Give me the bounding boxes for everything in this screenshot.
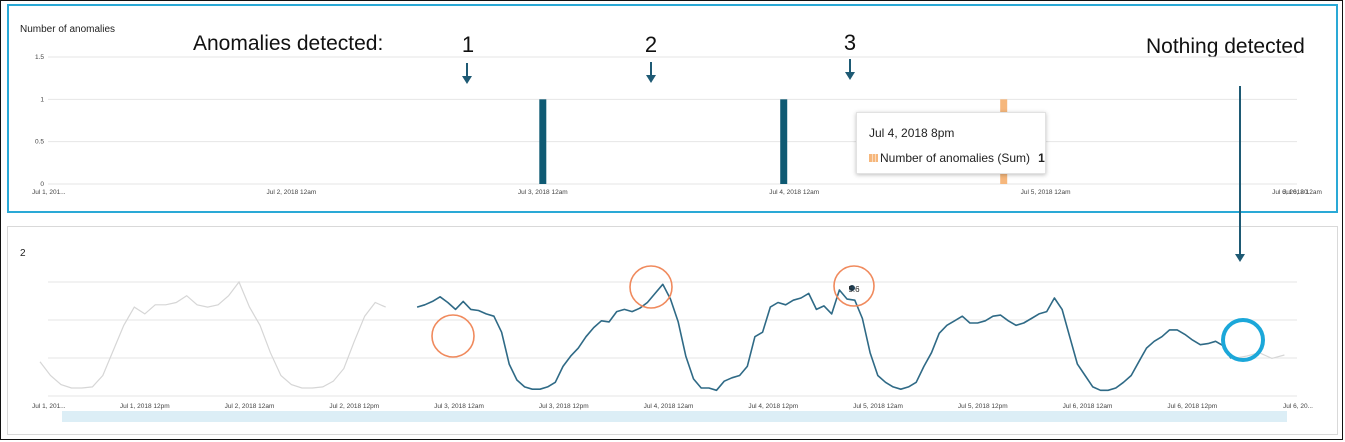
- top-x-tick-label: Jul 4, 2018 12am: [769, 189, 819, 196]
- bottom-x-tick-label: Jul 4, 2018 12pm: [748, 403, 798, 410]
- bottom-x-tick-label: Jul 5, 2018 12am: [853, 403, 903, 410]
- annotation-number-2: 2: [645, 32, 657, 57]
- annotation-number-1: 1: [462, 32, 474, 57]
- bottom-x-tick-label: Jul 6, 20...: [1283, 403, 1313, 410]
- top-y-tick-label: 0.5: [35, 139, 44, 146]
- metric-line-panel: [7, 226, 1338, 435]
- bottom-x-tick-label: Jul 3, 2018 12pm: [539, 403, 589, 410]
- no-anomaly-circle: [1221, 318, 1265, 362]
- context-line: [39, 280, 386, 389]
- anomalies-detected-heading: Anomalies detected:: [193, 32, 383, 55]
- bottom-x-tick-label: Jul 4, 2018 12am: [644, 403, 694, 410]
- bottom-x-tick-label: Jul 6, 2018 12pm: [1167, 403, 1217, 410]
- bottom-x-tick-label: Jul 2, 2018 12am: [225, 403, 275, 410]
- anomaly-circle-1: [431, 314, 475, 358]
- point-value-label: 5.6: [848, 285, 860, 294]
- top-x-tick-label: Jul 6, 20...: [1283, 189, 1313, 196]
- nothing-detected-label: Nothing detected: [1146, 35, 1305, 58]
- bottom-x-tick-label: Jul 6, 2018 12am: [1063, 403, 1113, 410]
- tooltip-date: Jul 4, 2018 8pm: [869, 126, 955, 140]
- range-navigator: [62, 411, 1287, 422]
- top-x-tick-label: Jul 3, 2018 12am: [518, 189, 568, 196]
- bottom-x-tick-label: Jul 1, 2018 12pm: [120, 403, 170, 410]
- top-y-tick-label: 1.5: [35, 54, 44, 61]
- anomaly-circle-3: [833, 265, 875, 307]
- arrow-2-head: [646, 75, 656, 83]
- bottom-chart-title: 2: [20, 248, 26, 259]
- annotation-number-3: 3: [844, 30, 856, 55]
- arrow-1-head: [462, 76, 472, 84]
- bar-tooltip: Jul 4, 2018 8pm Number of anomalies (Sum…: [856, 112, 1046, 174]
- top-y-tick-label: 1: [40, 96, 44, 103]
- bottom-x-tick-label: Jul 3, 2018 12am: [434, 403, 484, 410]
- arrow-3-head: [845, 72, 855, 80]
- bar-legend-icon: [869, 154, 878, 162]
- anomaly-circle-2: [629, 265, 673, 309]
- anomaly-count-panel: [7, 4, 1338, 213]
- bottom-x-tick-label: Jul 1, 201...: [32, 403, 66, 410]
- anomaly-bar: [780, 99, 788, 184]
- tooltip-row: Number of anomalies (Sum) 1: [869, 151, 1045, 165]
- highlight-point: [849, 285, 855, 291]
- tooltip-value: 1: [1038, 151, 1045, 165]
- top-x-tick-label: Jul 6, 2018 12am: [1272, 189, 1322, 196]
- metric-series-line: [416, 283, 1232, 392]
- anomaly-bar: [539, 99, 547, 184]
- bottom-x-tick-label: Jul 5, 2018 12pm: [958, 403, 1008, 410]
- top-x-tick-label: Jul 1, 201...: [32, 189, 66, 196]
- top-x-tick-label: Jul 5, 2018 12am: [1021, 189, 1071, 196]
- top-x-tick-label: Jul 2, 2018 12am: [266, 189, 316, 196]
- tooltip-series-name: Number of anomalies (Sum): [880, 151, 1031, 165]
- bottom-x-tick-label: Jul 2, 2018 12pm: [329, 403, 379, 410]
- top-y-tick-label: 0: [40, 181, 44, 188]
- arrow-nothing-head: [1235, 254, 1245, 262]
- top-y-axis-title: Number of anomalies: [20, 24, 115, 35]
